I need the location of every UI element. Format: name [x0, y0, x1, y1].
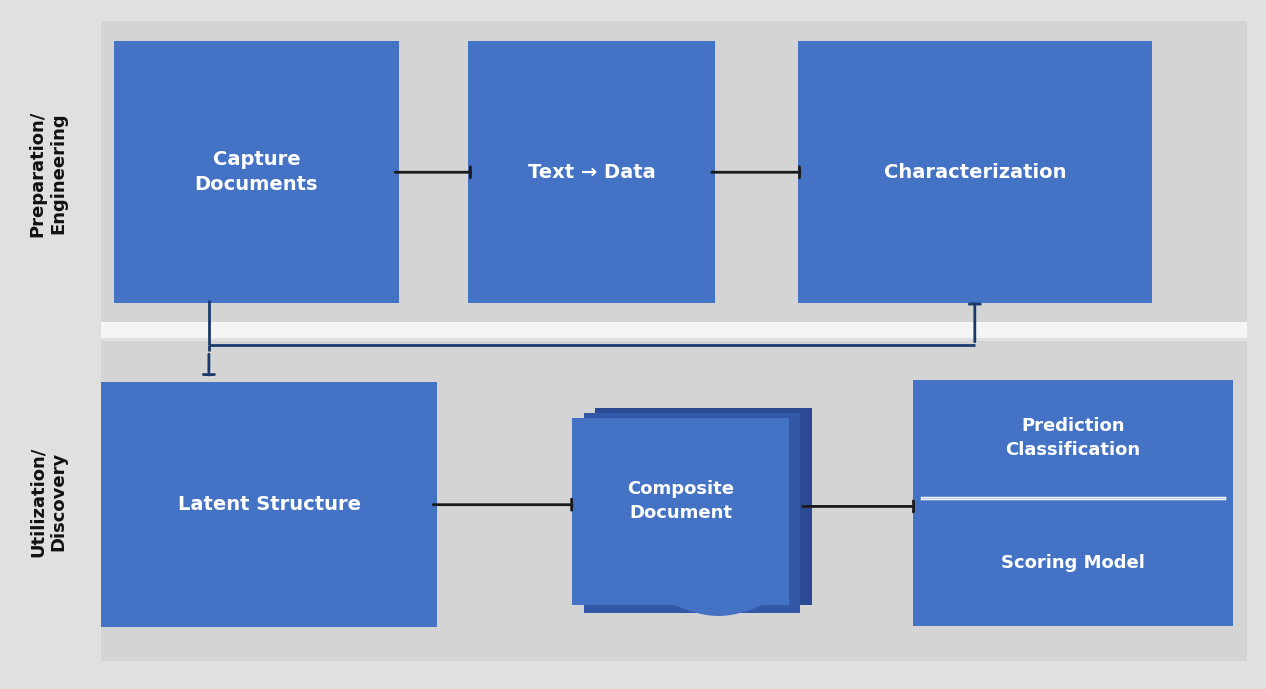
Text: Scoring Model: Scoring Model: [1001, 554, 1144, 573]
Text: Characterization: Characterization: [884, 163, 1066, 182]
FancyBboxPatch shape: [101, 322, 1247, 338]
FancyBboxPatch shape: [584, 413, 800, 613]
Text: Capture
Documents: Capture Documents: [195, 150, 318, 194]
Text: Utilization/
Discovery: Utilization/ Discovery: [29, 446, 67, 557]
FancyBboxPatch shape: [101, 341, 1247, 661]
FancyBboxPatch shape: [101, 382, 437, 627]
FancyBboxPatch shape: [114, 41, 399, 303]
FancyBboxPatch shape: [798, 41, 1152, 303]
FancyBboxPatch shape: [913, 380, 1233, 626]
Text: Preparation/
Engineering: Preparation/ Engineering: [29, 110, 67, 237]
FancyBboxPatch shape: [101, 21, 1247, 327]
Polygon shape: [576, 420, 785, 615]
Text: Text → Data: Text → Data: [528, 163, 656, 182]
FancyBboxPatch shape: [572, 418, 789, 605]
Text: Latent Structure: Latent Structure: [177, 495, 361, 514]
FancyBboxPatch shape: [595, 408, 812, 605]
FancyBboxPatch shape: [468, 41, 715, 303]
Text: Composite
Document: Composite Document: [627, 480, 734, 522]
Text: Prediction
Classification: Prediction Classification: [1005, 417, 1141, 459]
